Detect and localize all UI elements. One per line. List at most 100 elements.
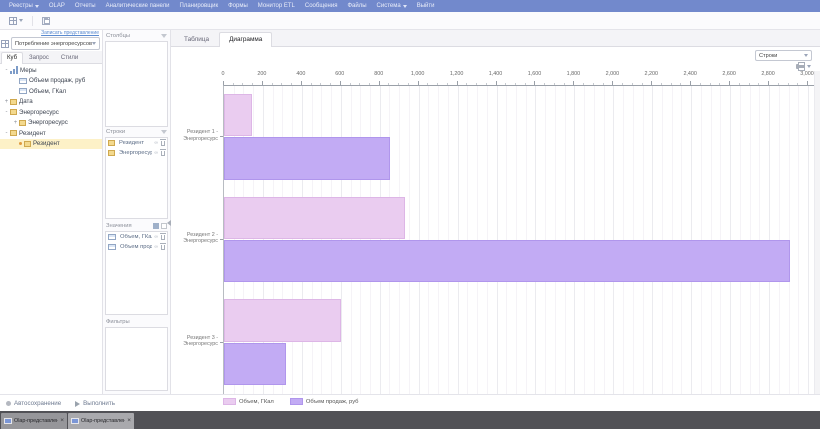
values-view-toggle-icon[interactable] (161, 223, 167, 229)
tick-mark (291, 83, 293, 85)
tree-item[interactable]: + Энергоресурс (0, 118, 102, 129)
tick-mark (758, 83, 760, 85)
menu-item[interactable]: Система (372, 0, 412, 12)
close-icon[interactable]: × (127, 417, 131, 424)
rows-list[interactable]: Резидент∞Энергоресурс∞ (105, 137, 168, 219)
tick-mark (232, 83, 234, 85)
tick-label: 2,600 (722, 71, 736, 77)
dimension-icon (108, 150, 115, 156)
list-item[interactable]: Объем продаж...∞ (106, 242, 167, 252)
tick-mark (680, 83, 682, 85)
aggregation-icon[interactable]: ∞ (154, 140, 158, 146)
columns-dropzone[interactable] (105, 41, 168, 127)
list-item[interactable]: Объем, ГКал ∞ (106, 232, 167, 242)
menu-item[interactable]: Формы (223, 0, 253, 12)
layout-icon (9, 16, 17, 25)
tree-item[interactable]: + Дата (0, 97, 102, 108)
tick-mark (242, 83, 244, 85)
tree-item[interactable]: Объем продаж, руб (0, 76, 102, 87)
tick-mark (641, 83, 643, 85)
tree-item[interactable]: - Резидент (0, 128, 102, 139)
menu-item[interactable]: Выйти (412, 0, 440, 12)
cube-select[interactable]: Потребление энергоресурсов (11, 37, 100, 50)
sidebar-tab[interactable]: Запрос (29, 55, 49, 61)
autosave-button[interactable]: Автосохранение (6, 400, 61, 407)
menu-item[interactable]: OLAP (44, 0, 70, 12)
list-item-label: Энергоресурс (119, 150, 153, 156)
tick-label: 2,400 (683, 71, 697, 77)
remove-icon[interactable] (160, 232, 166, 240)
menu-item-label: Отчеты (74, 3, 96, 9)
tick-mark (592, 83, 594, 85)
measure-icon (108, 244, 116, 250)
tree-item-label: Меры (20, 66, 37, 74)
remove-icon[interactable] (160, 138, 166, 146)
window-tab-bar: Olap-представления×Olap-представление× (0, 411, 820, 429)
tick-label: 0 (221, 71, 225, 77)
tick-mark (485, 83, 487, 85)
view-tab[interactable]: Диаграмма (219, 32, 273, 47)
bar (224, 299, 341, 342)
chart-mode-select[interactable]: Строки (755, 50, 812, 61)
window-tab[interactable]: Olap-представление× (68, 413, 134, 429)
view-tab[interactable]: Таблица (184, 36, 210, 43)
sidebar-tab[interactable]: Стили (60, 55, 79, 61)
tree-expander[interactable]: + (4, 98, 9, 105)
bottom-action-bar: Автосохранение Выполнить (0, 394, 820, 412)
remove-icon[interactable] (160, 148, 166, 156)
play-icon (75, 400, 81, 407)
filter-funnel-icon[interactable] (161, 130, 167, 134)
menu-item[interactable]: Аналитические панели (101, 0, 175, 12)
menu-item[interactable]: Реестры (4, 0, 44, 12)
list-item[interactable]: Резидент ∞ (106, 138, 167, 148)
menu-item[interactable]: Сообщения (300, 0, 343, 12)
list-item[interactable]: Энергоресурс∞ (106, 148, 167, 158)
chart-vertical-scrollbar[interactable] (814, 71, 820, 394)
run-button[interactable]: Выполнить (75, 400, 115, 407)
tick-mark (670, 83, 672, 85)
close-icon[interactable]: × (60, 417, 64, 424)
chart-panel: Таблица Диаграмма Строки 0 200 400 600 800 1,0… (171, 30, 820, 394)
tree-item[interactable]: Объем, ГКал (0, 86, 102, 97)
sidebar-tab[interactable]: Куб (1, 52, 23, 64)
filter-funnel-icon[interactable] (161, 34, 167, 38)
layout-button[interactable] (6, 15, 26, 27)
tree-item[interactable]: - Энергоресурс (0, 107, 102, 118)
tick-mark (388, 83, 390, 85)
tick-mark (787, 83, 789, 85)
tree-expander[interactable]: - (5, 130, 8, 137)
sidebar-tabs: Куб Запрос Стили (0, 51, 102, 64)
tick-mark (369, 83, 370, 85)
save-view-link[interactable]: Записать представление (41, 30, 99, 36)
bar (224, 240, 791, 283)
cube-select-value: Потребление энергоресурсов (15, 40, 92, 47)
legend-entry: Объем, ГКал (223, 398, 274, 405)
tree-expander[interactable]: + (13, 119, 18, 126)
tree-expander[interactable]: - (5, 67, 8, 74)
menu-item[interactable]: Файлы (342, 0, 371, 12)
values-list[interactable]: Объем, ГКал∞Объем продаж...∞ (105, 231, 168, 315)
collapse-panel-handle[interactable] (167, 220, 171, 226)
window-tab[interactable]: Olap-представления× (1, 413, 67, 429)
menu-item[interactable]: Планировщик (175, 0, 224, 12)
menu-item[interactable]: Монитор ETL (253, 0, 300, 12)
menu-item-label: Реестры (9, 3, 33, 9)
aggregation-icon[interactable]: ∞ (154, 244, 158, 250)
save-button[interactable] (39, 15, 53, 27)
filters-dropzone[interactable] (105, 327, 168, 391)
chart-mode-value: Строки (759, 52, 778, 59)
tree-item[interactable]: - Меры (0, 65, 102, 76)
tree-expander[interactable]: - (5, 109, 8, 116)
tree-item[interactable]: Резидент (0, 138, 102, 149)
chevron-down-icon (19, 19, 23, 22)
remove-icon[interactable] (160, 242, 166, 250)
print-button[interactable] (796, 62, 811, 71)
aggregation-icon[interactable]: ∞ (154, 234, 158, 240)
tick-mark (349, 83, 351, 85)
aggregation-icon[interactable]: ∞ (154, 150, 158, 156)
window-tab-label: Olap-представление (81, 418, 126, 424)
tick-mark (339, 81, 341, 85)
rows-section-header: Строки (106, 128, 167, 136)
menu-item[interactable]: Отчеты (70, 0, 101, 12)
values-view-toggle-icon[interactable] (153, 223, 159, 229)
